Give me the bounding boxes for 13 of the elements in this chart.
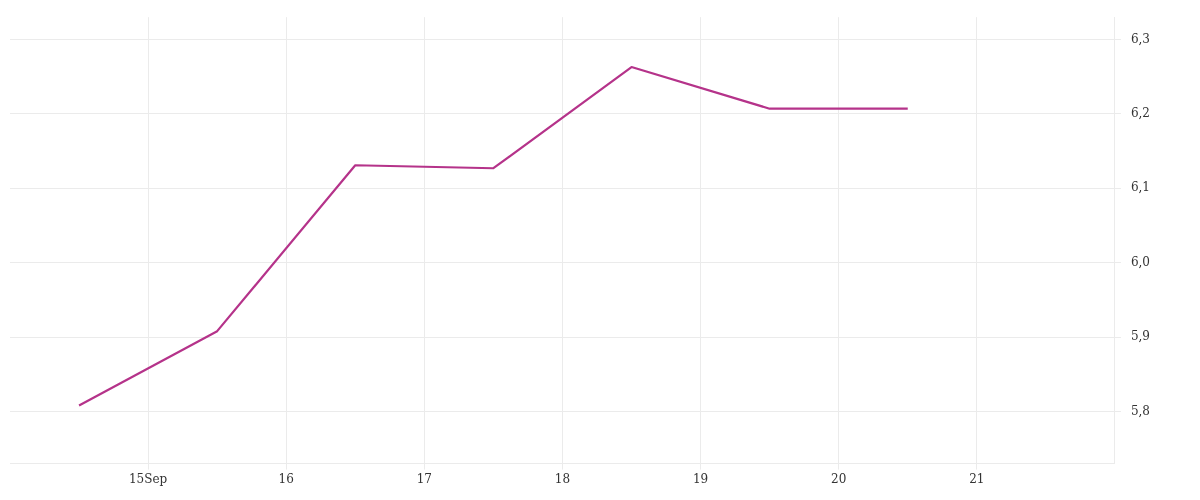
x-tick-label: 15Sep: [128, 471, 168, 486]
x-tick-label: 18: [554, 471, 571, 486]
x-tick-label: 17: [416, 471, 432, 486]
y-tick-label: 5,9: [1130, 329, 1151, 344]
x-tick-label: 16: [278, 471, 294, 486]
x-tick-label: 20: [831, 471, 847, 486]
y-tick-label: 5,8: [1130, 403, 1151, 418]
y-tick-label: 6,2: [1130, 106, 1151, 121]
y-tick-label: 6,3: [1130, 31, 1151, 46]
x-tick-label: 21: [969, 471, 985, 486]
y-tick-label: 6,0: [1130, 254, 1151, 269]
x-tick-label: 19: [692, 471, 709, 486]
y-tick-label: 6,1: [1130, 180, 1151, 195]
